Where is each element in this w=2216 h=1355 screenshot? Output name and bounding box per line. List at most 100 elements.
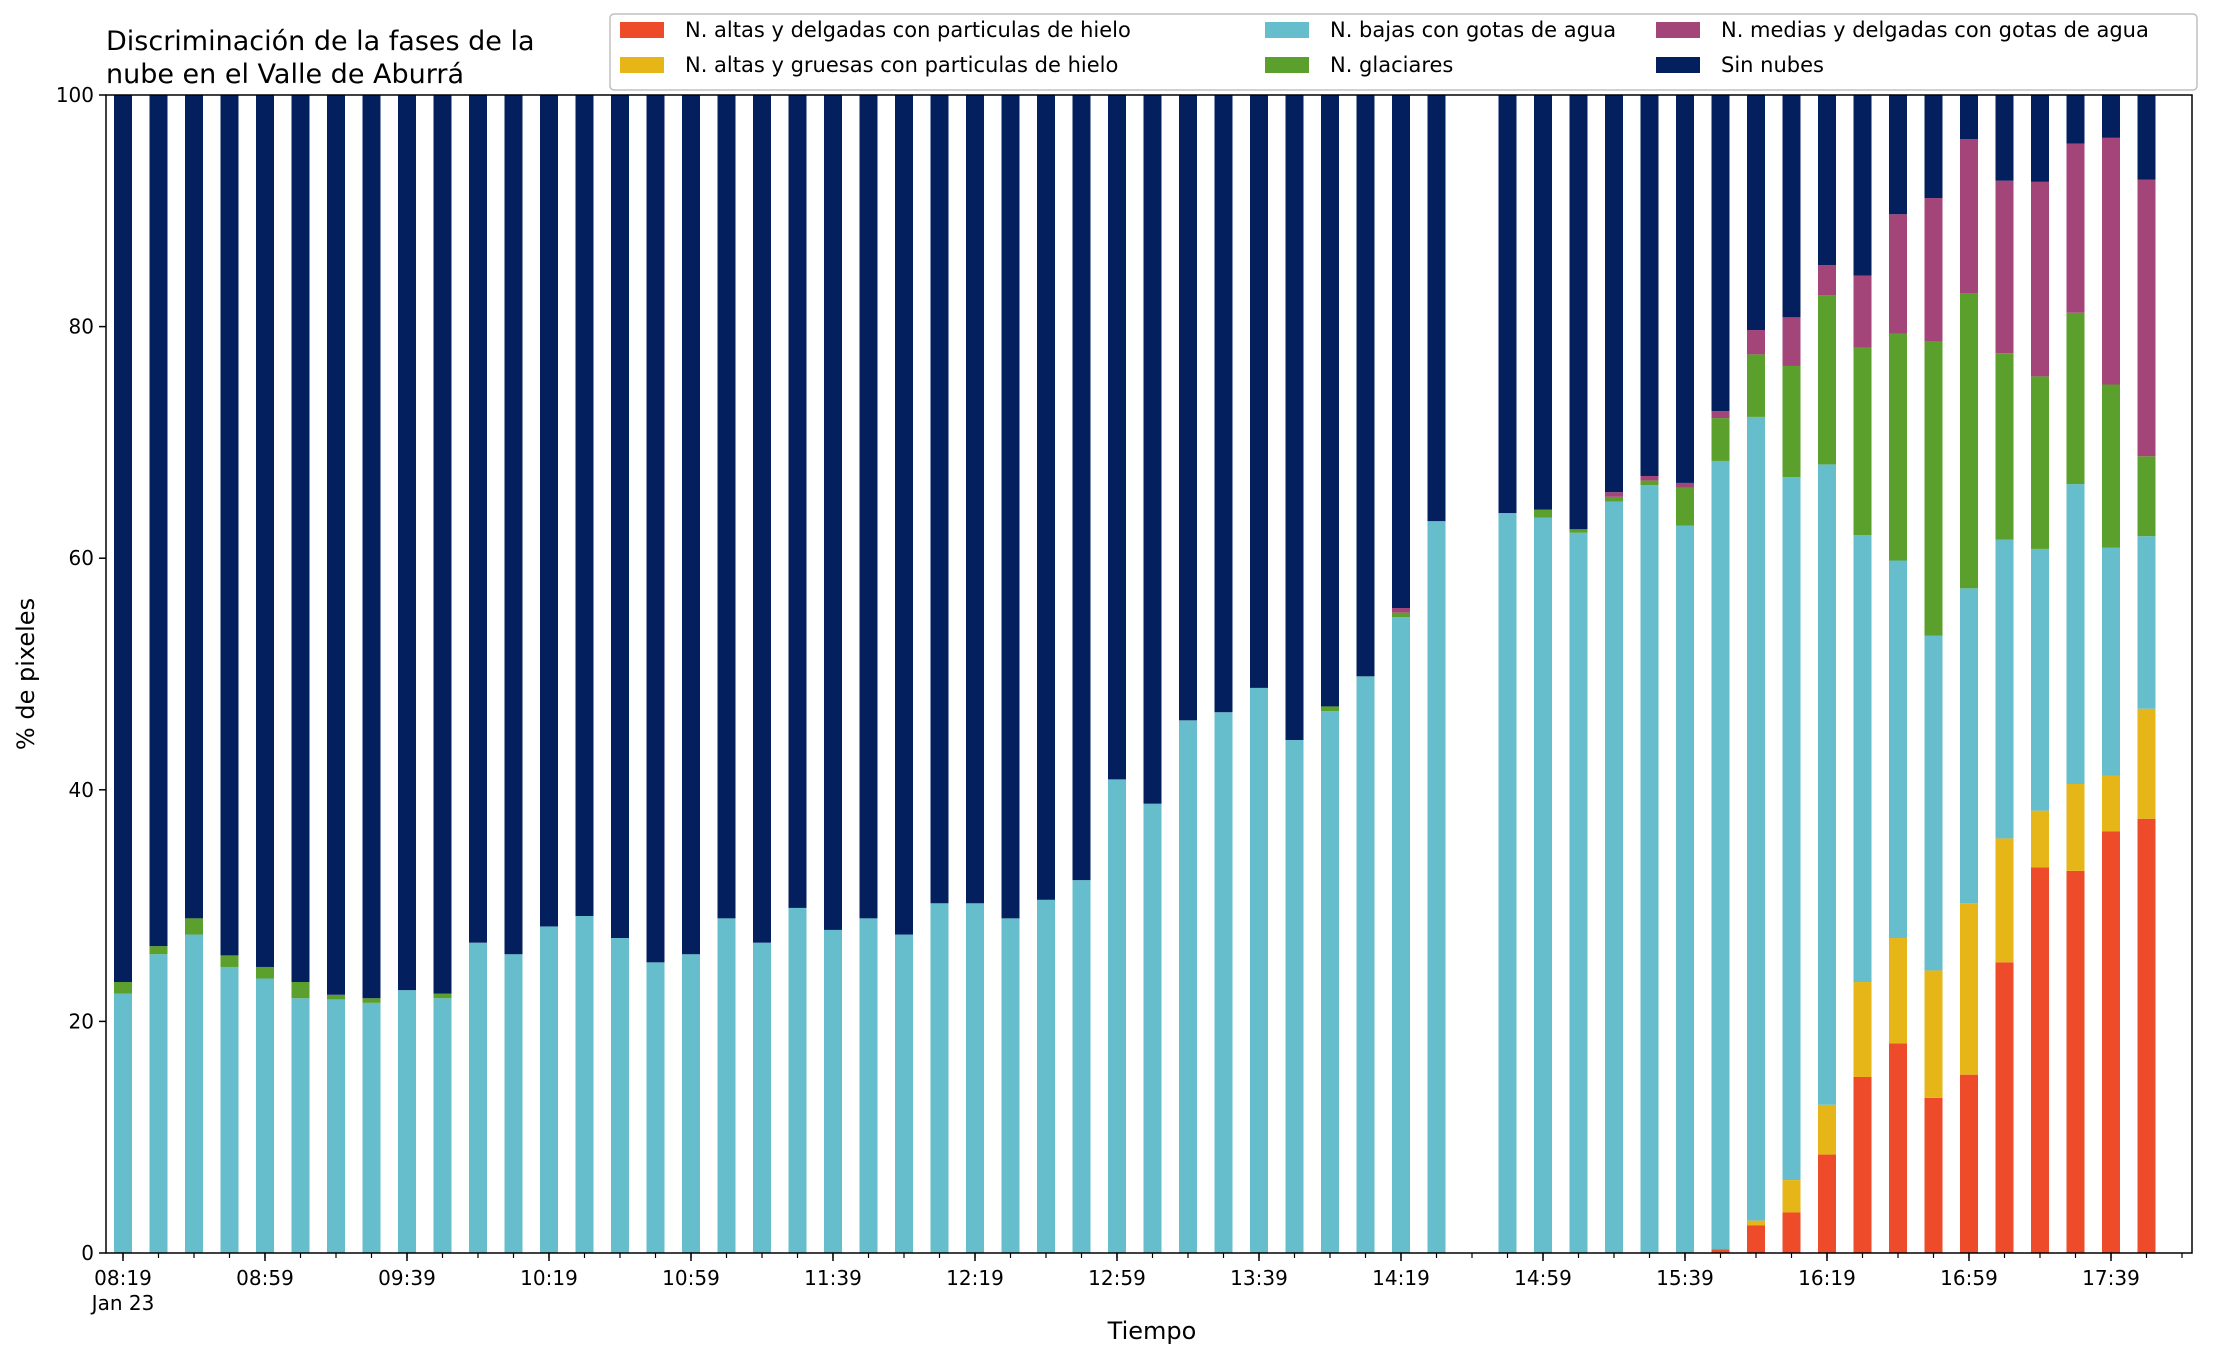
bar-segment-s2-13:09 xyxy=(1143,803,1162,1253)
bar-segment-s5-11:09 xyxy=(717,95,736,919)
x-tick-sub-label: Jan 23 xyxy=(90,1291,155,1315)
chart-title-line-2: nube en el Valle de Aburrá xyxy=(106,59,464,90)
bar-segment-s4-15:59 xyxy=(1747,330,1765,355)
bar-segment-s1-17:09 xyxy=(1995,838,2014,963)
bar-segment-s3-16:09 xyxy=(1782,365,1801,478)
legend-label: N. bajas con gotas de agua xyxy=(1330,18,1616,42)
bar-segment-s2-15:09 xyxy=(1569,532,1588,1253)
bar-segment-s5-15:39 xyxy=(1676,95,1694,483)
bar-segment-s2-15:19 xyxy=(1605,501,1623,1254)
legend-label: N. altas y delgadas con particulas de hi… xyxy=(685,18,1131,42)
bar-segment-s5-08:49 xyxy=(220,95,239,956)
x-tick-label: 14:59 xyxy=(1514,1266,1572,1290)
bar-segment-s2-13:19 xyxy=(1179,720,1197,1253)
bar-segment-s2-09:19 xyxy=(327,999,345,1253)
bar-segment-s2-13:49 xyxy=(1285,740,1304,1253)
y-tick-label: 20 xyxy=(69,1009,94,1033)
bar-segment-s5-11:29 xyxy=(788,95,807,908)
x-tick-label: 08:59 xyxy=(236,1266,294,1290)
legend-label: N. altas y gruesas con particulas de hie… xyxy=(685,53,1118,77)
bar-segment-s2-12:49 xyxy=(1072,880,1091,1253)
bar-segment-s5-13:09 xyxy=(1143,95,1162,804)
bar-segment-s0-15:49 xyxy=(1711,1249,1730,1253)
bar-segment-s3-16:29 xyxy=(1853,347,1872,536)
bar-segment-s2-15:39 xyxy=(1676,525,1694,1253)
legend: N. altas y delgadas con particulas de hi… xyxy=(609,13,2198,91)
bar-segment-s5-10:49 xyxy=(646,95,665,963)
bar-segment-s4-15:29 xyxy=(1640,475,1659,481)
bar-segment-s1-17:39 xyxy=(2102,775,2120,832)
bar-segment-s3-15:39 xyxy=(1676,487,1694,526)
bar-segment-s3-09:09 xyxy=(291,982,310,999)
bar-segment-s5-09:19 xyxy=(327,95,345,995)
bar-segment-s5-13:49 xyxy=(1285,95,1304,741)
x-tick-label: 08:19 xyxy=(94,1266,152,1290)
bar-segment-s5-09:59 xyxy=(469,95,487,943)
bar-segment-s2-13:59 xyxy=(1321,711,1339,1253)
bar-segment-s1-17:29 xyxy=(2066,784,2085,871)
legend-box xyxy=(609,13,2198,91)
bar-segment-s3-17:49 xyxy=(2137,456,2156,537)
legend-swatch xyxy=(1656,22,1700,38)
legend-swatch xyxy=(1265,57,1309,73)
bar-segment-s2-11:39 xyxy=(824,929,842,1253)
bar-segment-s2-17:29 xyxy=(2066,484,2085,785)
bar-segment-s4-15:39 xyxy=(1676,482,1694,488)
bar-segment-s2-13:39 xyxy=(1250,687,1268,1253)
bar-segment-s3-09:29 xyxy=(362,998,381,1003)
bar-segment-s0-16:49 xyxy=(1924,1097,1943,1253)
plot-frame xyxy=(105,94,2193,1254)
bar-segment-s5-10:09 xyxy=(504,95,523,955)
bar-segment-s2-14:49 xyxy=(1498,513,1517,1253)
bar-segment-s5-10:59 xyxy=(682,95,700,955)
bar-segment-s5-09:29 xyxy=(362,95,381,999)
bar-segment-s2-17:49 xyxy=(2137,536,2156,709)
bar-segment-s5-16:09 xyxy=(1782,95,1801,318)
bar-segment-s3-09:19 xyxy=(327,994,345,1000)
bar-segment-s3-08:19 xyxy=(114,982,132,994)
legend-label: N. glaciares xyxy=(1330,53,1453,77)
bar-segment-s5-11:49 xyxy=(859,95,878,919)
bar-segment-s2-10:29 xyxy=(575,916,594,1253)
bar-segment-s5-14:29 xyxy=(1427,95,1446,522)
bar-segment-s2-10:39 xyxy=(611,938,629,1253)
bar-segment-s5-08:19 xyxy=(114,95,132,983)
bar-segment-s5-08:39 xyxy=(185,95,203,919)
bar-segment-s5-17:49 xyxy=(2137,95,2156,180)
bar-segment-s3-16:49 xyxy=(1924,341,1943,636)
bar-segment-s2-15:59 xyxy=(1747,416,1765,1221)
bar-segment-s4-16:39 xyxy=(1889,214,1907,334)
bar-segment-s4-16:19 xyxy=(1818,265,1836,296)
y-axis-label: % de pixeles xyxy=(12,598,40,750)
legend-swatch xyxy=(1265,22,1309,38)
bar-segment-s4-16:29 xyxy=(1853,275,1872,348)
legend-swatch xyxy=(620,22,664,38)
bar-segment-s3-08:59 xyxy=(256,966,274,979)
bar-segment-s5-13:29 xyxy=(1214,95,1233,713)
bar-segment-s4-15:49 xyxy=(1711,411,1730,419)
bar-segment-s1-16:19 xyxy=(1818,1104,1836,1155)
bar-segment-s3-17:19 xyxy=(2031,376,2049,549)
bar-segment-s4-17:19 xyxy=(2031,181,2049,377)
bar-segment-s5-17:39 xyxy=(2102,95,2120,138)
bar-segment-s5-14:19 xyxy=(1392,95,1410,608)
bar-segment-s2-10:59 xyxy=(682,954,700,1253)
y-tick-label: 100 xyxy=(56,83,94,107)
bar-segment-s5-12:59 xyxy=(1108,95,1126,780)
bars-group xyxy=(114,95,2156,1254)
x-tick-label: 12:59 xyxy=(1088,1266,1146,1290)
bar-segment-s0-17:09 xyxy=(1995,962,2014,1253)
bar-segment-s3-17:39 xyxy=(2102,384,2120,548)
legend-label: Sin nubes xyxy=(1721,53,1824,77)
bar-segment-s5-16:19 xyxy=(1818,95,1836,266)
bar-segment-s3-08:39 xyxy=(185,918,203,935)
bar-segment-s0-16:09 xyxy=(1782,1212,1801,1253)
bar-segment-s2-12:39 xyxy=(1037,899,1055,1253)
bar-segment-s2-17:09 xyxy=(1995,539,2014,839)
bar-segment-s2-12:19 xyxy=(966,903,984,1253)
bar-segment-s5-13:59 xyxy=(1321,95,1339,707)
bar-segment-s3-17:09 xyxy=(1995,353,2014,540)
bar-segment-s4-16:49 xyxy=(1924,198,1943,342)
bar-segment-s5-13:19 xyxy=(1179,95,1197,721)
bar-segment-s2-10:19 xyxy=(540,926,558,1253)
